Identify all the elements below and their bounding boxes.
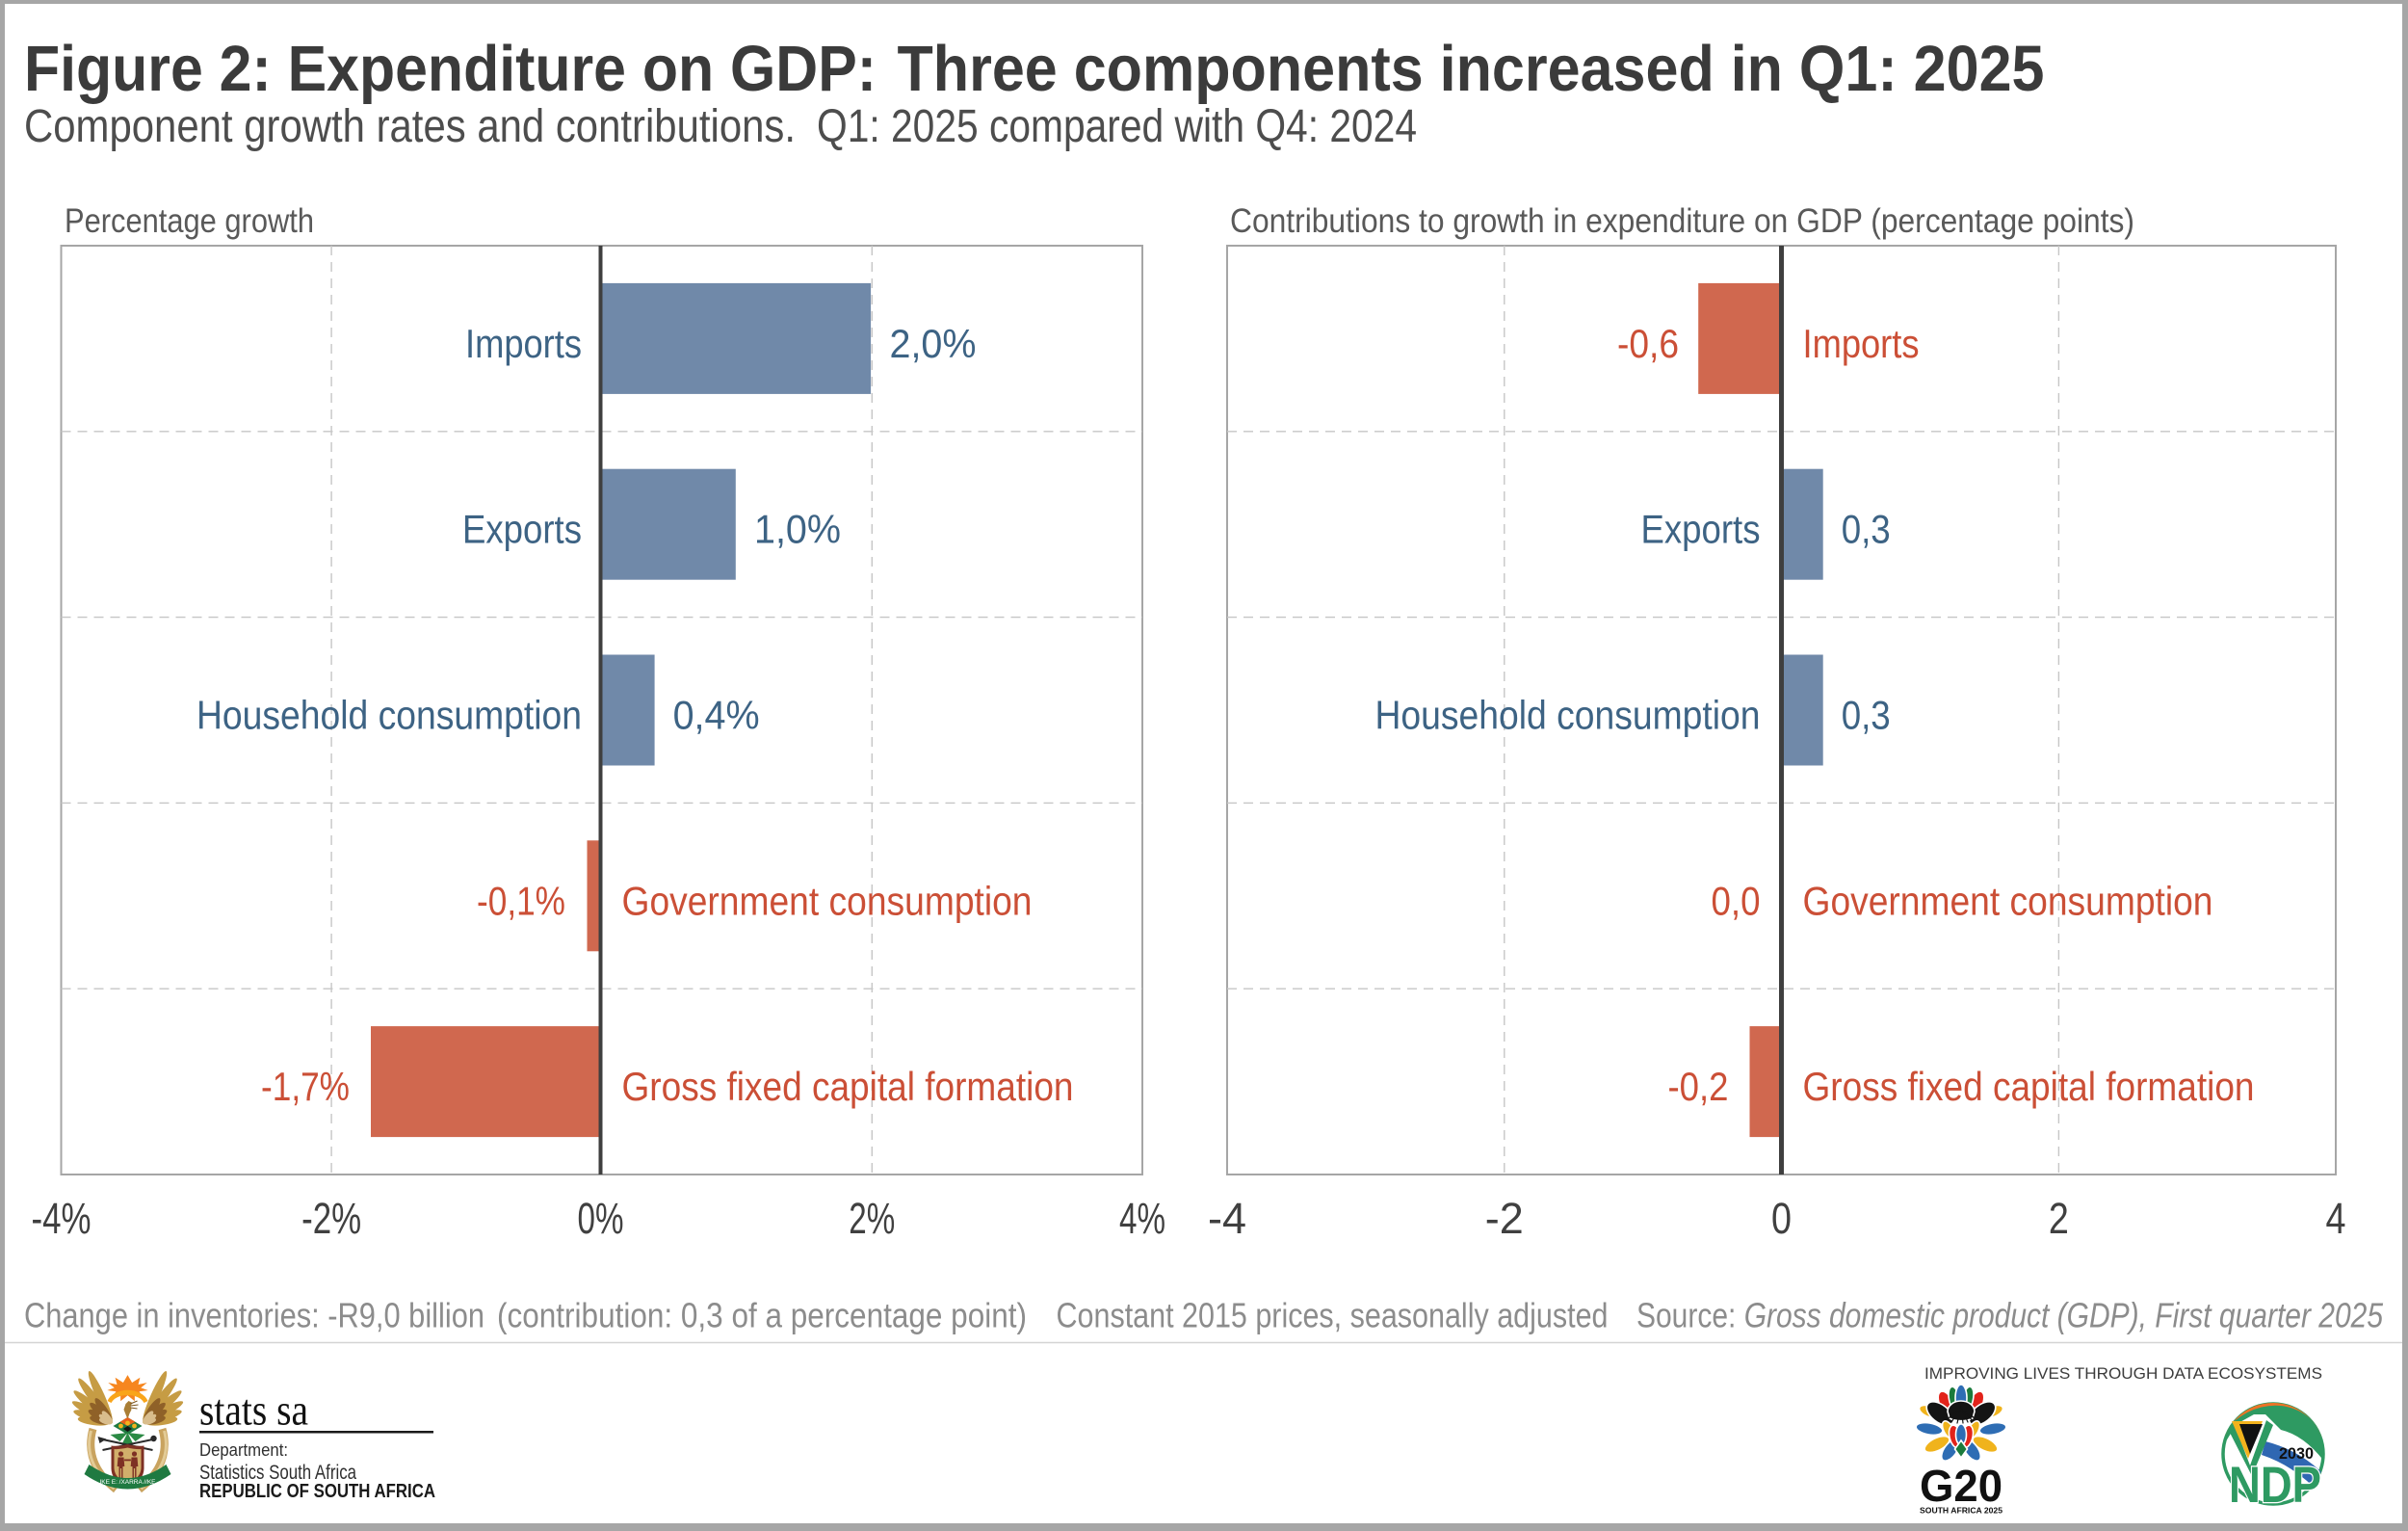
svg-text:Contributions to growth in exp: Contributions to growth in expenditure o… (1230, 202, 2134, 240)
svg-text:Household consumption: Household consumption (196, 693, 582, 738)
svg-text:4: 4 (2326, 1194, 2346, 1243)
svg-text:Imports: Imports (465, 321, 582, 366)
svg-text:2030: 2030 (2279, 1444, 2314, 1463)
svg-text:0%: 0% (578, 1194, 624, 1243)
svg-text:Constant 2015 prices, seasonal: Constant 2015 prices, seasonally adjuste… (1057, 1296, 1609, 1335)
svg-text:Household consumption: Household consumption (1375, 693, 1761, 738)
svg-text:4%: 4% (1119, 1194, 1165, 1243)
svg-text:0,0: 0,0 (1712, 878, 1761, 923)
svg-text:Gross fixed capital formation: Gross fixed capital formation (1803, 1064, 2255, 1109)
svg-text:REPUBLIC OF SOUTH AFRICA: REPUBLIC OF SOUTH AFRICA (199, 1481, 435, 1502)
svg-text:-4: -4 (1208, 1194, 1246, 1243)
svg-text:Figure 2: Expenditure on GDP:: Figure 2: Expenditure on GDP: (24, 33, 877, 105)
svg-text:0: 0 (1771, 1194, 1792, 1243)
svg-text:Percentage growth: Percentage growth (65, 202, 314, 240)
svg-text:Government consumption: Government consumption (1803, 878, 2213, 923)
svg-text:(contribution: 0,3 of a percen: (contribution: 0,3 of a percentage point… (497, 1296, 1027, 1335)
svg-text:2: 2 (2049, 1194, 2069, 1243)
svg-text:Exports: Exports (1641, 507, 1761, 552)
svg-text:0,4%: 0,4% (673, 693, 760, 738)
svg-text:0,3: 0,3 (1842, 507, 1891, 552)
svg-text:Imports: Imports (1803, 321, 1920, 366)
svg-text:Source: Gross domestic product: Source: Gross domestic product (GDP), Fi… (1636, 1296, 2384, 1335)
svg-text:Department:: Department: (199, 1440, 288, 1460)
svg-text:Government consumption: Government consumption (622, 878, 1033, 923)
svg-text:-1,7%: -1,7% (261, 1064, 350, 1109)
svg-text:SOUTH AFRICA 2025: SOUTH AFRICA 2025 (1920, 1506, 2002, 1516)
svg-text:IMPROVING LIVES THROUGH DATA E: IMPROVING LIVES THROUGH DATA ECOSYSTEMS (1924, 1364, 2322, 1383)
svg-text:2,0%: 2,0% (890, 321, 977, 366)
svg-text:G20: G20 (1920, 1461, 2002, 1511)
svg-text:IKE E: /XARRA //KE: IKE E: /XARRA //KE (100, 1480, 156, 1486)
svg-text:-0,1%: -0,1% (477, 878, 565, 923)
svg-text:-4%: -4% (32, 1194, 92, 1243)
svg-text:0,3: 0,3 (1842, 693, 1891, 738)
svg-text:Q1: 2025 compared with Q4: 202: Q1: 2025 compared with Q4: 2024 (817, 101, 1417, 152)
svg-text:2%: 2% (849, 1194, 895, 1243)
svg-text:Exports: Exports (462, 507, 582, 552)
svg-text:Statistics South Africa: Statistics South Africa (199, 1462, 356, 1484)
svg-text:-0,2: -0,2 (1668, 1064, 1729, 1109)
svg-text:stats sa: stats sa (199, 1386, 308, 1435)
svg-text:-0,6: -0,6 (1617, 321, 1679, 366)
svg-text:1,0%: 1,0% (754, 507, 841, 552)
svg-text:Component growth rates and con: Component growth rates and contributions… (24, 101, 796, 152)
svg-text:-2: -2 (1485, 1194, 1524, 1243)
svg-text:-2%: -2% (301, 1194, 361, 1243)
svg-text:Gross fixed capital formation: Gross fixed capital formation (622, 1064, 1074, 1109)
svg-text:Three components increased in: Three components increased in Q1: 2025 (898, 33, 2045, 105)
svg-text:NDP: NDP (2229, 1457, 2321, 1514)
svg-text:Change in inventories: -R9,0 b: Change in inventories: -R9,0 billion (24, 1296, 484, 1335)
